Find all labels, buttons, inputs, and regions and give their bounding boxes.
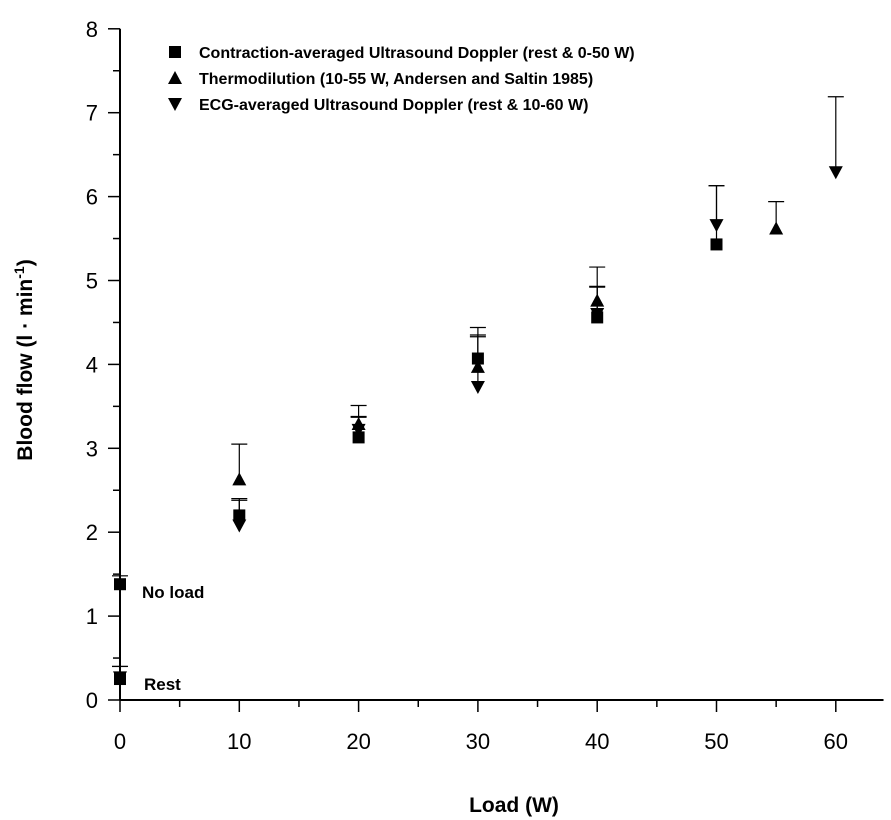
legend: Contraction-averaged Ultrasound Doppler …	[168, 45, 635, 114]
legend-marker-square	[169, 46, 181, 58]
legend-label: Contraction-averaged Ultrasound Doppler …	[199, 45, 635, 62]
point-triangle-down	[590, 308, 605, 322]
point-triangle-up	[769, 221, 784, 235]
axes: 0 10 20 30 40 50 60 0 1 2 3 4 5 6 7 8	[86, 17, 884, 754]
annotations: No load Rest	[142, 583, 204, 694]
annotation-label: Rest	[144, 675, 181, 694]
point-triangle-up	[232, 472, 247, 486]
y-tick-label: 1	[86, 604, 98, 629]
x-axis-title: Load (W)	[469, 794, 559, 817]
y-axis-title-main: Blood flow (l · min	[14, 279, 37, 461]
point-triangle-up	[590, 293, 605, 307]
y-tick-label: 6	[86, 185, 98, 210]
x-tick-label: 60	[824, 729, 848, 754]
point-triangle-down	[232, 519, 247, 533]
x-tick-label: 10	[227, 729, 251, 754]
legend-label: ECG-averaged Ultrasound Doppler (rest & …	[199, 97, 588, 114]
point-triangle-down	[351, 423, 366, 437]
y-axis-title-close: )	[14, 259, 37, 266]
point-triangle-down	[709, 219, 724, 233]
x-tick-label: 20	[346, 729, 370, 754]
y-tick-label: 8	[86, 17, 98, 42]
y-tick-label: 2	[86, 520, 98, 545]
point-triangle-down	[828, 166, 843, 180]
point-square	[114, 578, 126, 591]
y-tick-label: 5	[86, 269, 98, 294]
point-square	[352, 431, 365, 444]
legend-marker-triangle-down	[168, 98, 182, 111]
x-tick-label: 40	[585, 729, 609, 754]
point-square	[233, 509, 246, 522]
point-square	[471, 352, 484, 365]
x-tick-label: 0	[114, 729, 126, 754]
y-tick-label: 3	[86, 436, 98, 461]
point-triangle-down	[113, 671, 127, 685]
y-tick-label: 4	[86, 352, 98, 377]
x-tick-label: 50	[704, 729, 728, 754]
y-tick-label: 7	[86, 101, 98, 126]
legend-label: Thermodilution (10-55 W, Andersen and Sa…	[199, 71, 593, 88]
annotation-label: No load	[142, 583, 204, 602]
point-triangle-up	[470, 359, 485, 373]
point-triangle-down	[470, 381, 485, 395]
point-square	[710, 238, 723, 251]
data-markers	[113, 166, 843, 686]
y-axis-title: Blood flow (l · min-1)	[11, 259, 37, 460]
y-tick-label: 0	[86, 688, 98, 713]
legend-marker-triangle-up	[168, 71, 182, 84]
y-axis-title-sup: -1	[11, 266, 27, 279]
x-tick-label: 30	[466, 729, 490, 754]
